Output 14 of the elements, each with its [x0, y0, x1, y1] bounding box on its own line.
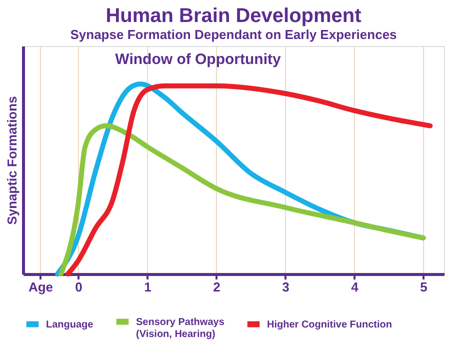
x-tick-label: 4: [351, 280, 360, 294]
x-tick-label: 3: [282, 280, 290, 294]
y-axis-title: Synaptic Formations: [4, 96, 20, 225]
chart-subtitle: Synapse Formation Dependant on Early Experiences: [70, 27, 397, 42]
legend-label: Higher Cognitive Function: [267, 319, 392, 330]
legend-label: Language: [46, 319, 94, 330]
x-tick-label: 1: [144, 280, 152, 294]
text: Window of Opportunity: [115, 51, 282, 68]
x-tick-label: 2: [213, 280, 220, 294]
x-tick-label: 5: [420, 280, 428, 294]
legend-label: Sensory Pathways (Vision, Hearing): [136, 316, 225, 340]
x-tick-label: Age: [28, 280, 54, 294]
chart-title: Human Brain Development: [106, 5, 362, 27]
x-tick-label: 0: [75, 280, 82, 294]
